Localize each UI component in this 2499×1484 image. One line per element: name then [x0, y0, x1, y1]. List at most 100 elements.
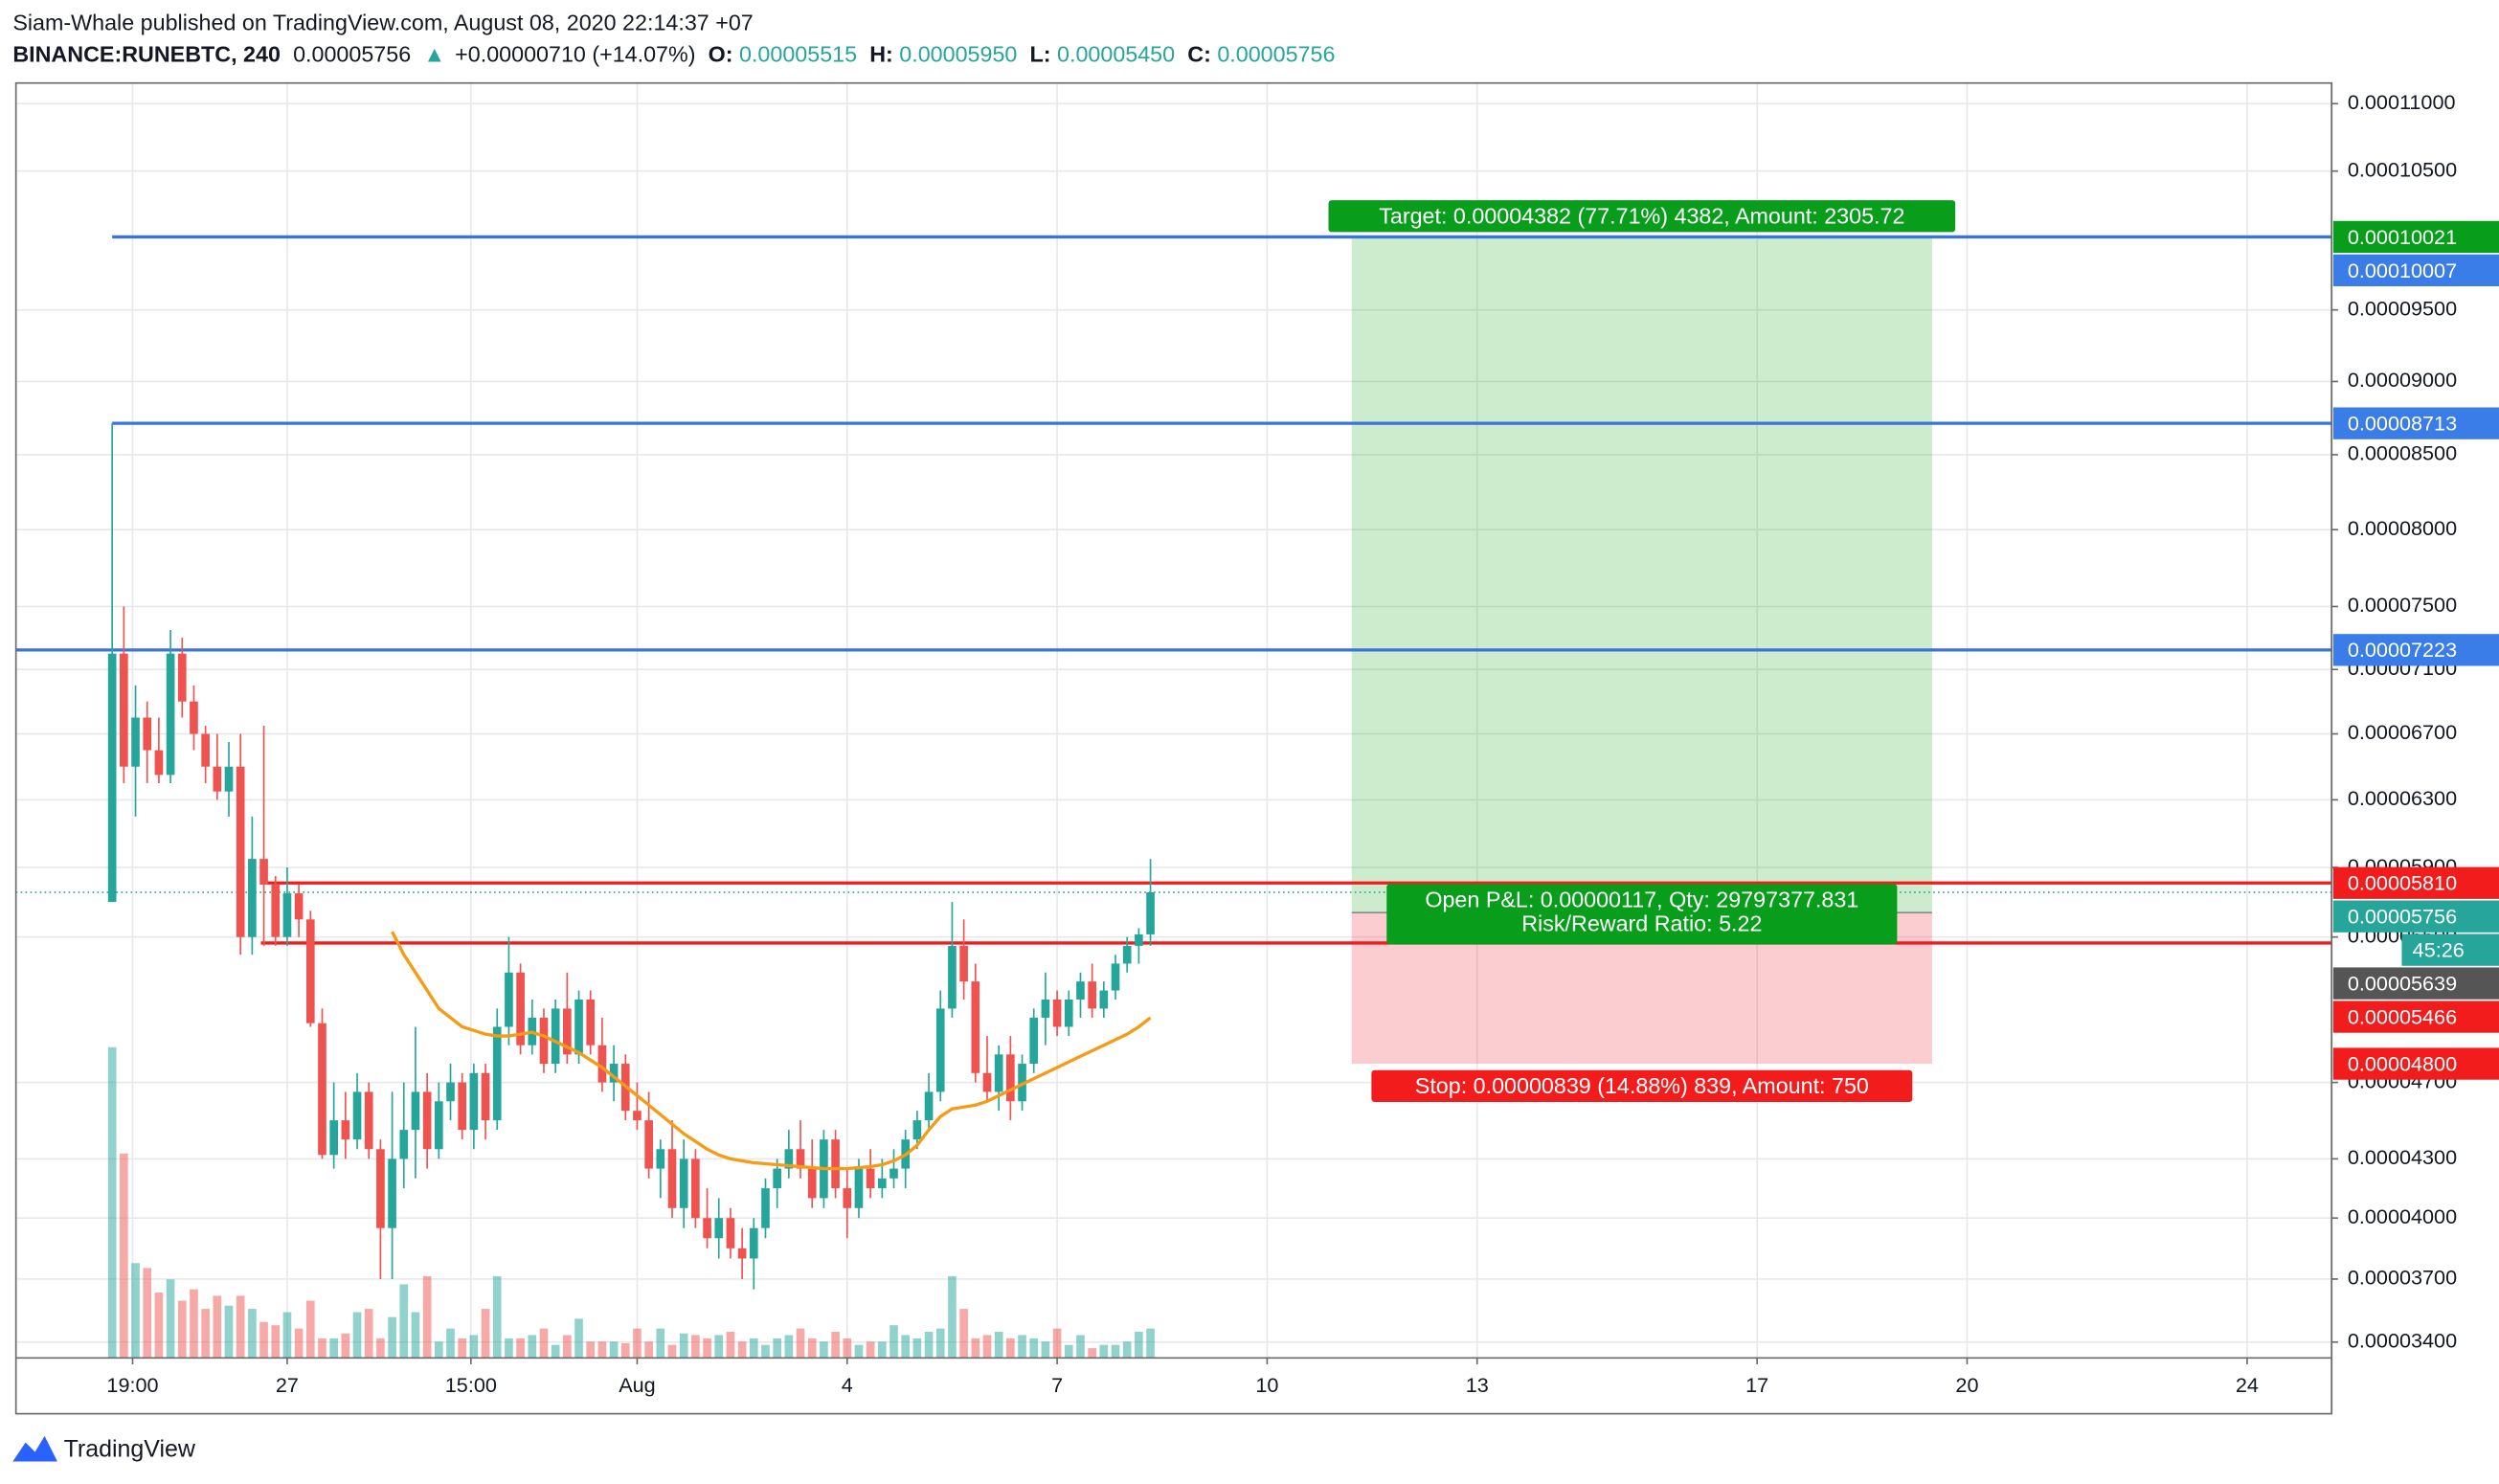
- candle-body: [691, 1158, 700, 1219]
- candle-body: [1111, 963, 1120, 991]
- volume-bar: [399, 1284, 409, 1359]
- candle-body: [1146, 891, 1155, 934]
- levels: [15, 235, 2332, 945]
- volume-bar: [1029, 1338, 1039, 1359]
- time-axis-bg: [15, 1359, 2332, 1413]
- risk-reward-label: Risk/Reward Ratio: 5.22: [1521, 911, 1762, 936]
- candle-body: [761, 1188, 770, 1228]
- candle-body: [190, 701, 198, 734]
- pnl-label-bg: [1386, 884, 1898, 945]
- candle-body: [352, 1091, 362, 1140]
- volume-bar: [597, 1341, 607, 1359]
- volume-bar: [924, 1332, 934, 1359]
- close-label: C:: [1187, 42, 1211, 67]
- volume-bar: [190, 1289, 198, 1359]
- volume-bar: [866, 1341, 875, 1359]
- price-label: 0.00010021: [2348, 225, 2457, 249]
- volume-bar: [388, 1316, 396, 1359]
- volume: [107, 1046, 1155, 1359]
- candle-body: [224, 766, 234, 792]
- candle-body: [282, 893, 292, 937]
- volume-bar: [248, 1309, 257, 1359]
- volume-bar: [469, 1335, 479, 1359]
- volume-bar: [586, 1341, 596, 1359]
- y-tick-label: 0.00009000: [2348, 368, 2457, 392]
- symbol-line: BINANCE:RUNEBTC, 240 0.00005756 ▲ +0.000…: [12, 42, 1335, 67]
- candle-body: [1006, 1054, 1015, 1102]
- x-tick-label: 7: [1051, 1373, 1063, 1397]
- candle-body: [131, 717, 140, 767]
- volume-bar: [458, 1338, 467, 1359]
- volume-bar: [352, 1312, 362, 1359]
- volume-bar: [539, 1328, 549, 1359]
- candle-body: [1029, 1017, 1039, 1065]
- volume-bar: [1006, 1338, 1015, 1359]
- candle-body: [539, 1017, 549, 1065]
- x-tick-label: 4: [842, 1373, 853, 1397]
- candle-body: [597, 1045, 607, 1083]
- volume-bar: [505, 1338, 513, 1359]
- volume-bar: [959, 1309, 968, 1359]
- candle-body: [796, 1149, 805, 1169]
- candle-body: [213, 766, 222, 792]
- candle-body: [341, 1120, 350, 1140]
- candle-body: [831, 1139, 840, 1189]
- y-tick-label: 0.00003400: [2348, 1328, 2457, 1352]
- volume-bar: [516, 1338, 525, 1359]
- volume-bar: [528, 1335, 537, 1359]
- close-value: 0.00005756: [1217, 42, 1335, 67]
- published-line: Siam-Whale published on TradingView.com,…: [12, 10, 753, 34]
- volume-bar: [807, 1338, 817, 1359]
- y-tick-label: 0.00003700: [2348, 1266, 2457, 1290]
- candle-body: [924, 1091, 934, 1121]
- volume-bar: [796, 1328, 805, 1359]
- volume-bar: [492, 1275, 502, 1359]
- x-tick-label: 10: [1255, 1373, 1278, 1397]
- x-tick-label: 20: [1955, 1373, 1978, 1397]
- x-tick-label: 13: [1466, 1373, 1489, 1397]
- candle-body: [201, 733, 210, 767]
- volume-bar: [703, 1338, 711, 1359]
- countdown: 45:26: [2413, 938, 2465, 962]
- candle-body: [107, 653, 117, 903]
- candle-body: [177, 653, 187, 702]
- volume-bar: [935, 1328, 945, 1359]
- price-label-bg: [2332, 254, 2499, 287]
- price-label-bg: [2332, 1047, 2499, 1080]
- volume-bar: [1111, 1344, 1120, 1359]
- volume-bar: [1064, 1344, 1073, 1359]
- volume-bar: [154, 1293, 164, 1359]
- y-tick-label: 0.00006300: [2348, 786, 2457, 810]
- candle-body: [667, 1149, 677, 1208]
- candle-body: [714, 1218, 724, 1239]
- volume-bar: [376, 1338, 385, 1359]
- price-label-bg: [2332, 220, 2499, 254]
- open-value: 0.00005515: [739, 42, 857, 67]
- volume-bar: [784, 1335, 794, 1359]
- target-label: Target: 0.00004382 (77.71%) 4382, Amount…: [1379, 204, 1904, 229]
- candle-body: [1122, 945, 1132, 964]
- candle-body: [843, 1188, 852, 1208]
- position-labels: Target: 0.00004382 (77.71%) 4382, Amount…: [1328, 200, 1956, 1103]
- y-tick-label: 0.00007500: [2348, 593, 2457, 617]
- volume-bar: [773, 1338, 781, 1359]
- candle-body: [271, 885, 281, 937]
- volume-bar: [1041, 1341, 1050, 1359]
- price-label: 0.00008713: [2348, 412, 2457, 436]
- price-label: 0.00005756: [2348, 905, 2457, 929]
- candle-body: [703, 1218, 711, 1239]
- candle-body: [866, 1168, 875, 1189]
- volume-bar: [271, 1325, 281, 1359]
- last-price: 0.00005756: [293, 42, 411, 67]
- candle-body: [305, 919, 315, 1023]
- volume-bar: [1088, 1348, 1096, 1359]
- candle-body: [1088, 981, 1096, 1009]
- volume-bar: [411, 1312, 420, 1359]
- volume-bar: [563, 1335, 572, 1359]
- price-label-bg: [2332, 967, 2499, 1000]
- volume-bar: [633, 1328, 642, 1359]
- candle-body: [434, 1101, 443, 1150]
- price-label: 0.00005810: [2348, 871, 2457, 895]
- symbol: BINANCE:RUNEBTC, 240: [12, 42, 281, 67]
